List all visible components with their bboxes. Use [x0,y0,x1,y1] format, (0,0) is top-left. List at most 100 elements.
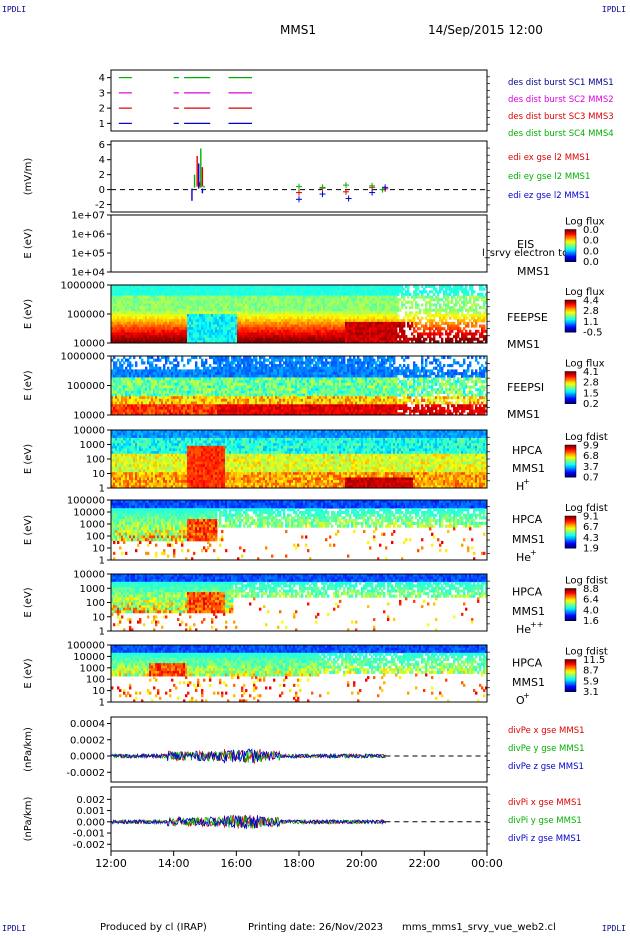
panel-eis-ytick-label: 1e+04 [71,268,105,279]
panel-feepse-heat-cell [437,322,439,325]
panel-feepsi-heat-cell [181,359,183,362]
header-datetime: 14/Sep/2015 12:00 [428,23,543,37]
panel-feepse-heat-cell [397,303,399,306]
panel-feepse-heat-cell [403,317,405,320]
panel-feepse-heat-cell [433,338,435,341]
panel-edi-ytick-label: -2 [95,200,105,211]
panel-feepse-heat-cell [395,330,397,333]
panel-feepse-heat-cell [439,290,441,293]
panel-feepsi-heat-cell [145,367,147,370]
panel-feepse-heat-cell [417,303,419,306]
panel-feepsi-heat-cell [135,361,137,364]
panel-feepse-heat-cell [435,303,437,306]
panel-feepse-heat-cell [467,293,469,296]
panel-feepse-heat-cell [403,296,405,299]
panel-feepsi-heat-cell [183,364,185,367]
panel-feepse-heat-cell [437,296,439,299]
panel-feepse-heat-cell [483,303,485,306]
panel-feepse-heat-cell [423,330,425,333]
panel-feepse-heat-cell [397,301,399,304]
panel-feepse-heat-cell [475,322,477,325]
panel-feepsi-heat-cell [177,364,179,367]
panel-feepsi-heat-cell [143,361,145,364]
panel-feepse-heat-cell [475,332,477,335]
panel-feepse-heat-cell [409,327,411,330]
panel-feepse-heat-cell [477,298,479,301]
panel-feepse-heat-cell [439,303,441,306]
panel-feepse-heat-cell [477,338,479,341]
panel-feepse-heat-cell [437,301,439,304]
panel-feepse-heat-cell [419,311,421,314]
panel-edi-legend-entry: edi ex gse l2 MMS1 [508,153,590,163]
panel-feepse-heat-cell [411,303,413,306]
panel-feepse-heat-cell [471,306,473,309]
panel-feepse-heat-cell [401,301,403,304]
panel-feepse-heat-cell [465,335,467,338]
panel-feepse-heat-cell [429,301,431,304]
panel-eis-ytick-label: 1e+07 [71,211,105,222]
panel-feepse-heat-cell [455,338,457,341]
panel-feepse-heat-cell [451,330,453,333]
panel-feepse-heat-cell [465,296,467,299]
panel-feepsi-heat-cell [155,364,157,367]
panel-feepse-heat-cell [395,311,397,314]
panel-feepsi-heat-cell [151,364,153,367]
panel-feepse-heat-cell [417,288,419,291]
panel-feepse-heat-cell [445,290,447,293]
panel-feepse-heat-cell [467,311,469,314]
panel-feepse-heat-cell [441,332,443,335]
panel-feepse-heat-cell [449,293,451,296]
panel-feepse-heat-cell [431,296,433,299]
panel-feepse-heat-cell [457,335,459,338]
panel-feepse-heat-cell [407,322,409,325]
panel-feepse-heat-cell [419,338,421,341]
panel-edi-ytick-label: 4 [99,155,105,166]
panel-feepse-heat-cell [459,317,461,320]
panel-feepse-heat-cell [395,338,397,341]
panel-feepse-heat-cell [429,330,431,333]
panel-feepsi-heat-cell [151,361,153,364]
panel-feepse-heat-cell [467,290,469,293]
panel-feepse-ylabel: E (eV) [23,299,34,329]
panel-feepse-heat-cell [453,306,455,309]
panel-feepse-heat-cell [433,319,435,322]
panel-feepse-heat-cell [465,314,467,317]
panel-feepse-heat-cell [407,288,409,291]
panel-feepse-heat-cell [425,317,427,320]
panel-feepse-heat-cell [397,306,399,309]
panel-feepsi-heat-cell [117,359,119,362]
panel-feepsi-heat-cell [115,361,117,364]
panel-feepse-heat-cell [471,322,473,325]
panel-feepse-heat-cell [483,325,485,328]
panel-edi-ytick-label: 6 [99,140,105,151]
panel-feepse-heat-cell [421,335,423,338]
panel-burst-legend-entry: des dist burst SC2 MMS2 [508,95,614,105]
panel-feepse-ytick-label: 10000 [73,339,105,350]
panel-feepse-heat-cell [425,325,427,328]
panel-burst-ytick-label: 2 [99,104,105,115]
panel-feepsi-heat-cell [129,361,131,364]
panel-feepse-heat-cell [439,325,441,328]
panel-feepse-heat-cell [469,330,471,333]
panel-feepse-heat-cell [459,322,461,325]
panel-feepse-heat-cell [425,290,427,293]
panel-feepsi-heat-cell [203,364,205,367]
panel-edi-legend-entry: edi ey gse l2 MMS1 [508,172,590,182]
panel-feepse-heat-cell [413,317,415,320]
panel-eis-ytick-label: 1e+05 [71,249,105,260]
panel-feepse-heat-cell [435,288,437,291]
panel-feepse-heat-cell [415,330,417,333]
panel-feepse-heat-cell [411,301,413,304]
panel-feepse-heat-cell [415,290,417,293]
panel-feepse-heat-cell [465,298,467,301]
panel-feepse-ytick-label: 100000 [67,310,105,321]
panel-feepse-heat-cell [399,309,401,312]
panel-feepse-heat-cell [445,309,447,312]
corner-label-top-left: IPDLI [2,5,26,14]
panel-feepse-heat-cell [473,335,475,338]
panel-feepse-heat-cell [445,330,447,333]
corner-label-top-right: IPDLI [602,5,626,14]
